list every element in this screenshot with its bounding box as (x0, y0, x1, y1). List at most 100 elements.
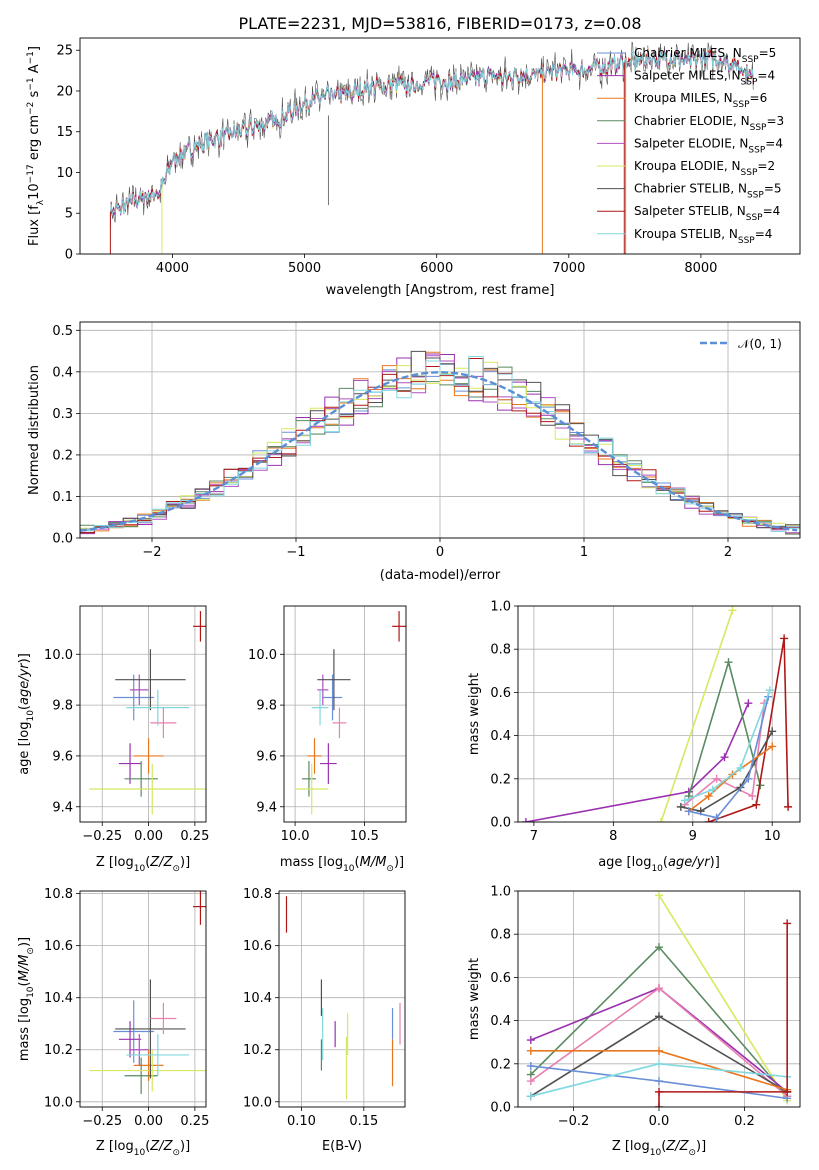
errorbar-point (133, 738, 164, 774)
axes-frame (283, 605, 407, 823)
y-tick-label: 9.4 (256, 800, 277, 815)
errorbar-point (126, 1034, 190, 1076)
y-tick-label: 9.8 (256, 699, 277, 714)
weight-marker (526, 1061, 535, 1070)
residuals-plot-area (80, 350, 800, 537)
errorbar-point (193, 611, 206, 642)
weight-series-line (658, 894, 788, 1101)
weight-marker (526, 1092, 535, 1101)
weight_vs_age-plot-area (521, 606, 793, 822)
errorbar-point (302, 761, 316, 797)
weight-marker (712, 813, 721, 822)
errorbar-point (115, 979, 186, 1079)
x-tick-label: −1 (286, 545, 305, 560)
y-axis-label: mass [log10(M/M⊙)] (17, 937, 36, 1061)
weight_vs_age-panel: 7 8 9 10 0.0 0.2 0.4 0.6 0.8 1.0 mass weight age [l… (467, 600, 801, 874)
y-tick-label: 1.0 (490, 885, 511, 900)
x-tick-label: 10.0 (281, 829, 310, 844)
weight-marker (704, 792, 713, 801)
x-axis-label: wavelength [Angstrom, rest frame] (326, 283, 555, 298)
legend-entry: Chabrier MILES, NSSP=5 (634, 46, 776, 65)
x-tick-label: 8000 (684, 261, 717, 276)
y-tick-label: 0.0 (490, 816, 511, 831)
x-tick-label: 0.0 (649, 1114, 670, 1129)
legend-entry-gaussian: 𝒩(0, 1) (738, 337, 782, 351)
weight-marker (655, 943, 663, 952)
weight-marker (752, 800, 761, 809)
errorbar-point (118, 743, 142, 784)
y-tick-label: 0.6 (490, 686, 511, 701)
axes-frame (79, 605, 207, 823)
errorbar-point (118, 1021, 142, 1058)
x-axis-label: age [log10(age/yr)] (598, 855, 720, 874)
figure-title: PLATE=2231, MJD=53816, FIBERID=0173, z=0… (238, 14, 641, 33)
mass_vs_EBV-plot-area (285, 896, 401, 1100)
x-tick-label: 6000 (420, 261, 453, 276)
x-tick-label: 10.5 (350, 829, 379, 844)
y-tick-label: 10.0 (44, 648, 73, 663)
legend-entry: Kroupa MILES, NSSP=6 (634, 91, 767, 110)
y-tick-label: 9.4 (52, 800, 73, 815)
age_vs_mass-plot-area (295, 611, 406, 815)
y-axis-label: mass weight (467, 673, 482, 755)
x-tick-label: 0 (436, 545, 444, 560)
weight-series-line (658, 923, 788, 1107)
y-tick-label: 10.0 (248, 648, 277, 663)
x-tick-label: 5000 (288, 261, 321, 276)
histogram-series (80, 356, 800, 536)
axes-frame (278, 890, 406, 1108)
weight-marker (680, 796, 689, 805)
y-tick-label: 9.8 (52, 699, 73, 714)
weight-marker (780, 634, 789, 643)
weight_vs_Z-panel: −0.2 0.0 0.2 0.0 0.2 0.4 0.6 0.8 1.0 mass weight Z… (467, 885, 801, 1158)
weight-series-line (684, 689, 771, 802)
legend-entry: Chabrier ELODIE, NSSP=3 (634, 114, 784, 133)
weight-marker (744, 774, 753, 783)
y-tick-label: 0.5 (52, 324, 73, 339)
x-tick-label: 0.00 (134, 1114, 163, 1129)
weight-marker (655, 1077, 663, 1086)
y-tick-label: 9.6 (256, 749, 277, 764)
y-tick-label: 1.0 (490, 600, 511, 615)
y-tick-label: 0.3 (52, 407, 73, 422)
age_vs_Z-panel: −0.25 0.00 0.25 9.4 9.6 9.8 10.0 Z [log10(Z/Z⊙)… (17, 605, 209, 874)
x-tick-label: 1 (580, 545, 588, 560)
x-tick-label: 0.25 (180, 1114, 209, 1129)
y-tick-label: 9.6 (52, 749, 73, 764)
y-tick-label: 10.0 (44, 1095, 73, 1110)
x-tick-label: 0.25 (180, 829, 209, 844)
x-tick-label: −2 (142, 545, 161, 560)
x-tick-label: 7 (530, 829, 538, 844)
weight-marker (708, 785, 717, 794)
axes-frame (79, 890, 207, 1108)
x-axis-label: Z [log10(Z/Z⊙)] (612, 1139, 706, 1158)
y-tick-label: 20 (56, 84, 73, 99)
weight-marker (655, 1012, 663, 1021)
errorbar-point (150, 1002, 177, 1035)
errorbar-point (89, 1049, 206, 1092)
x-axis-label: E(B-V) (322, 1139, 362, 1154)
weight-marker (720, 753, 729, 762)
y-tick-label: 0.0 (52, 532, 73, 547)
y-tick-label: 0.4 (490, 729, 511, 744)
weight_vs_Z-plot-area (526, 891, 792, 1107)
errorbar-point (322, 674, 343, 721)
weight-marker (712, 774, 721, 783)
y-tick-label: 0.2 (52, 448, 73, 463)
x-tick-label: 4000 (156, 261, 189, 276)
legend-entry: Salpeter MILES, NSSP=4 (634, 69, 775, 88)
weight-marker (655, 1046, 663, 1055)
weight-marker (655, 1059, 663, 1068)
weight-marker (724, 658, 733, 667)
legend-entry: Kroupa ELODIE, NSSP=2 (634, 159, 775, 178)
x-tick-label: 9 (689, 829, 697, 844)
errorbar-point (126, 689, 190, 726)
y-tick-label: 0.8 (490, 643, 511, 658)
mass_vs_Z-panel: −0.25 0.00 0.25 10.0 10.2 10.4 10.6 10.8 Z [log1… (17, 887, 209, 1158)
weight-marker (728, 606, 737, 615)
mass_vs_EBV-panel: 0.10 0.15 10.0 10.2 10.4 10.6 10.8 E(B-V) (243, 887, 406, 1154)
weight-series-line (688, 696, 770, 819)
x-tick-label: −0.25 (82, 829, 122, 844)
errorbar-point (150, 707, 177, 739)
